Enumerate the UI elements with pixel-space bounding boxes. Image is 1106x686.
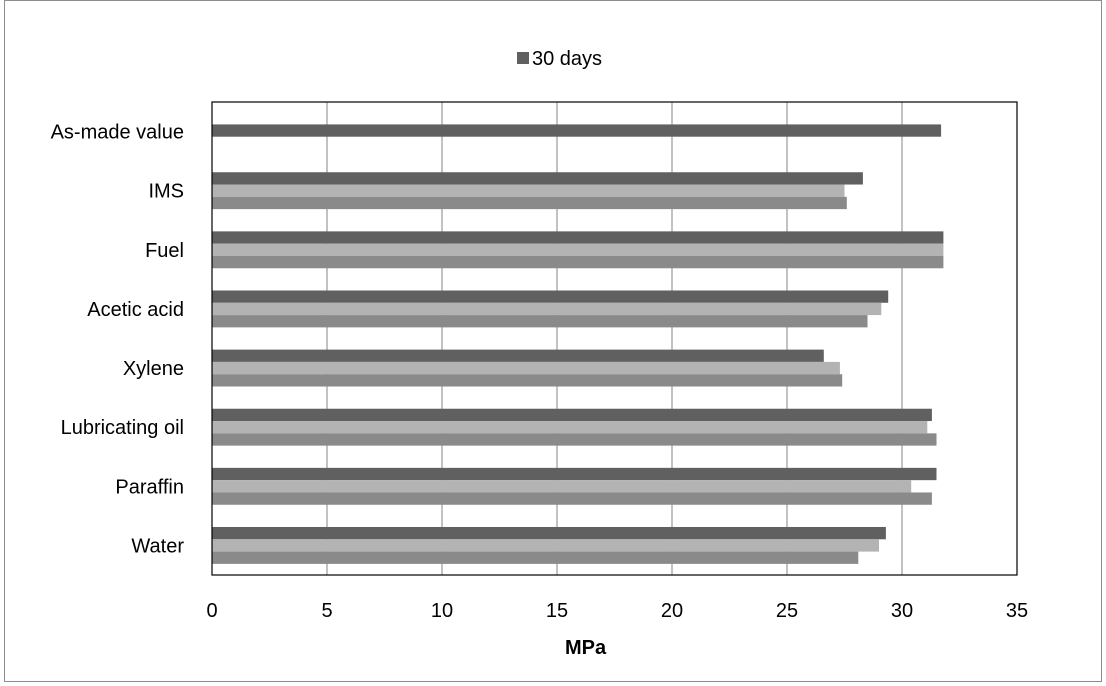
- category-label: Lubricating oil: [61, 417, 184, 439]
- chart-frame: [4, 0, 1102, 682]
- bar: [212, 421, 928, 434]
- bar: [212, 243, 944, 256]
- bar: [212, 433, 937, 446]
- bar: [212, 551, 859, 564]
- legend-label: 30 days: [532, 48, 602, 70]
- x-tick-label: 30: [891, 600, 913, 622]
- bar: [212, 539, 879, 552]
- category-label: Xylene: [123, 358, 184, 380]
- bar: [212, 290, 889, 303]
- x-tick-label: 5: [321, 600, 332, 622]
- bar: [212, 172, 863, 185]
- category-label: Fuel: [145, 240, 184, 262]
- x-tick-label: 0: [206, 600, 217, 622]
- x-tick-label: 25: [776, 600, 798, 622]
- category-label: Acetic acid: [87, 299, 184, 321]
- bar: [212, 480, 912, 493]
- legend: 30 days: [517, 48, 602, 70]
- plot-area-border: [211, 101, 1018, 576]
- bar: [212, 374, 843, 387]
- x-tick-label: 10: [431, 600, 453, 622]
- x-axis-title: MPa: [565, 637, 607, 659]
- x-tick-label: 35: [1006, 600, 1028, 622]
- legend-swatch: [517, 52, 529, 64]
- category-label: Water: [131, 535, 184, 557]
- bar: [212, 184, 845, 197]
- category-labels: As-made value IMS Fuel Acetic acid Xylene Lub…: [51, 122, 185, 558]
- bar: [212, 231, 944, 244]
- bar: [212, 492, 932, 505]
- x-tick-labels: 0 5 10 15 20 25 30 35: [206, 600, 1028, 622]
- bar: [212, 315, 868, 328]
- x-tick-label: 20: [661, 600, 683, 622]
- bar: [212, 361, 840, 375]
- bar: [212, 302, 882, 316]
- category-label: IMS: [148, 181, 184, 203]
- bar: [212, 349, 824, 362]
- bar: [212, 255, 944, 269]
- category-label: As-made value: [51, 122, 184, 144]
- bar: [212, 408, 932, 422]
- bar: [212, 526, 886, 540]
- bar: [212, 196, 847, 210]
- bar: [212, 467, 937, 481]
- bar: [212, 124, 942, 137]
- bars: [212, 124, 944, 564]
- x-tick-label: 15: [546, 600, 568, 622]
- category-label: Paraffin: [115, 476, 184, 498]
